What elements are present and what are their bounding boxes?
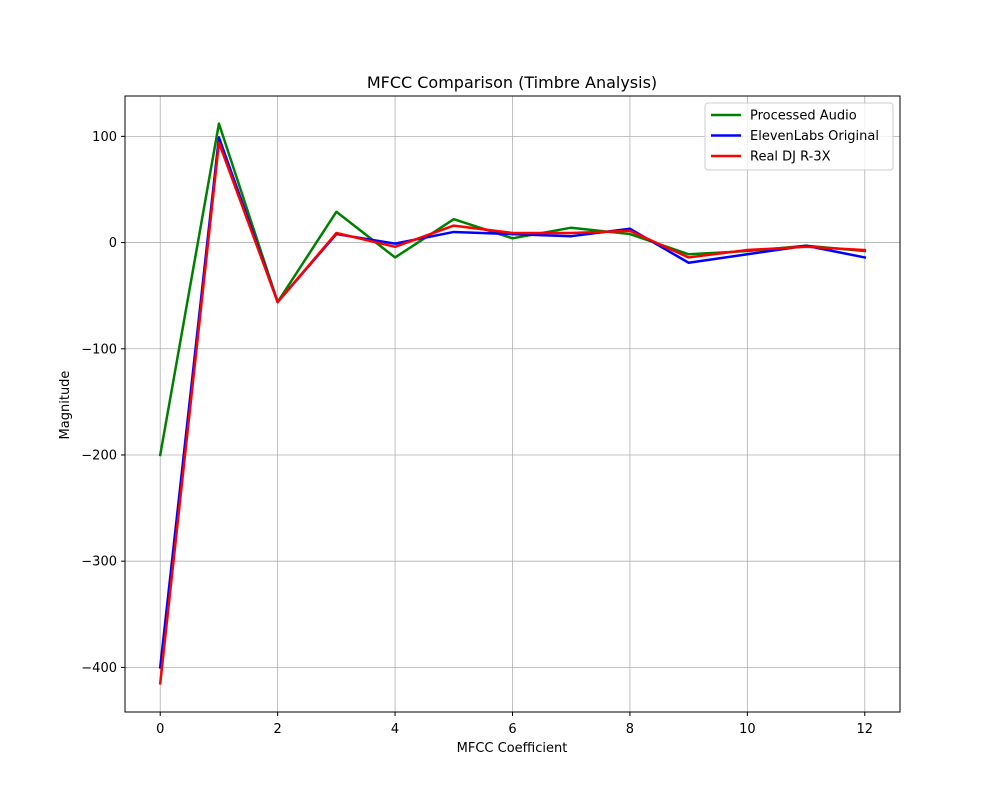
x-tick-label: 6: [508, 722, 516, 737]
y-tick-label: −300: [81, 555, 117, 570]
legend-label: ElevenLabs Original: [750, 129, 879, 144]
y-tick-label: −400: [81, 661, 117, 676]
axis-ticks: 0 2 4 6 8 10 12 100 0 −100 −200 −300 −400: [81, 130, 873, 737]
grid-lines: [125, 96, 900, 712]
x-tick-label: 8: [626, 722, 634, 737]
x-tick-label: 10: [739, 722, 756, 737]
y-tick-label: 0: [109, 236, 117, 251]
legend-label: Real DJ R-3X: [750, 150, 831, 165]
x-tick-label: 0: [156, 722, 164, 737]
y-tick-label: −200: [81, 448, 117, 463]
x-tick-label: 4: [391, 722, 399, 737]
series-lines: [158, 122, 867, 685]
y-axis-label: Magnitude: [58, 371, 73, 440]
y-tick-label: 100: [92, 130, 117, 145]
legend: Processed Audio ElevenLabs Original Real D…: [704, 102, 894, 171]
x-tick-label: 12: [856, 722, 873, 737]
chart-title: MFCC Comparison (Timbre Analysis): [367, 73, 657, 92]
legend-label: Processed Audio: [750, 109, 857, 124]
y-tick-label: −100: [81, 342, 117, 357]
series-line-2: [158, 141, 867, 685]
x-tick-label: 2: [274, 722, 282, 737]
x-axis-label: MFCC Coefficient: [457, 741, 568, 756]
legend-box: [704, 102, 894, 171]
